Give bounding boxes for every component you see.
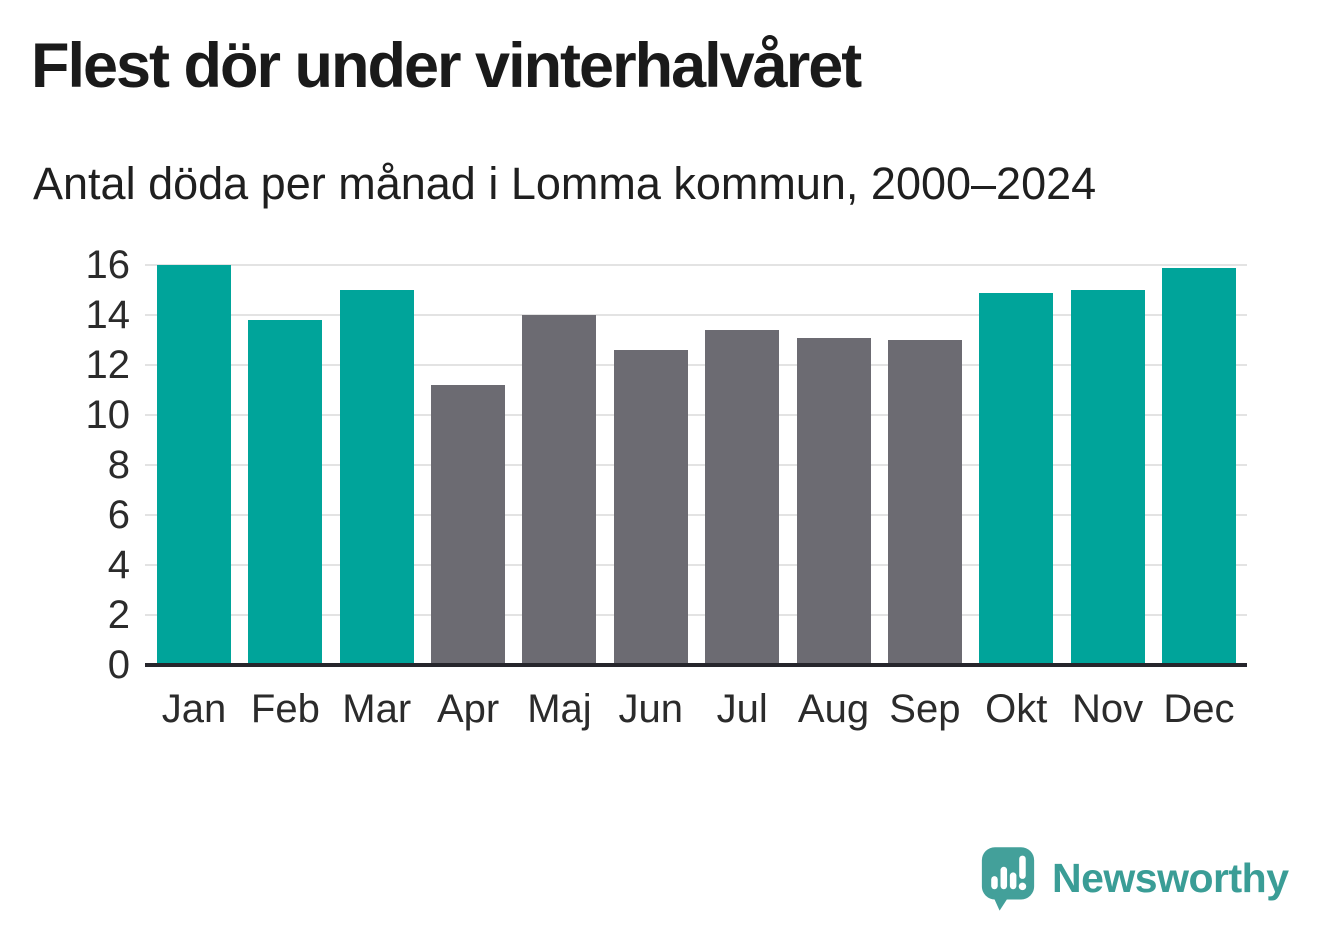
x-tick-label-apr: Apr (436, 687, 500, 731)
bar-feb (248, 320, 323, 665)
bar-jun (613, 350, 688, 665)
x-tick-label-jun: Jun (618, 687, 684, 731)
gridline-y-2 (145, 614, 1247, 616)
chart-subtitle: Antal döda per månad i Lomma kommun, 200… (33, 158, 1097, 209)
x-tick-label-mar: Mar (342, 687, 412, 731)
gridline-y-10 (145, 414, 1247, 416)
y-tick-label-6: 6 (107, 493, 130, 537)
x-tick-label-aug: Aug (797, 687, 870, 731)
y-tick-label-12: 12 (85, 343, 131, 387)
bar-sep (887, 340, 962, 665)
bar-jan (157, 265, 231, 665)
y-tick-label-0: 0 (107, 643, 130, 687)
x-tick-label-jan: Jan (161, 687, 227, 731)
y-tick-label-16: 16 (85, 243, 131, 287)
x-axis-line (145, 663, 1247, 667)
gridline-y-12 (145, 364, 1247, 366)
gridline-y-14 (145, 314, 1247, 316)
bar-dec (1161, 267, 1236, 665)
bar-okt (979, 292, 1054, 665)
chart-title: Flest dör under vinterhalvåret (31, 31, 862, 101)
bar-aug (796, 337, 871, 665)
y-tick-label-14: 14 (85, 293, 131, 337)
bar-chart-plot-area: 0 2 4 6 8 10 12 14 16 Jan Feb Mar Apr Maj Jun Jul Aug Se… (86, 245, 1247, 729)
newsworthy-logo: Newsworthy (980, 845, 1289, 911)
y-tick-label-8: 8 (107, 443, 130, 487)
gridline-y-4 (145, 564, 1247, 566)
x-tick-label-maj: Maj (527, 687, 592, 731)
gridline-y-16 (145, 264, 1247, 266)
gridline-y-8 (145, 464, 1247, 466)
y-tick-label-10: 10 (85, 393, 131, 437)
x-tick-label-sep: Sep (889, 687, 961, 731)
newsworthy-logo-text: Newsworthy (1052, 854, 1289, 901)
bar-mar (339, 290, 414, 665)
x-tick-label-jul: Jul (716, 687, 768, 731)
bar-nov (1070, 290, 1145, 665)
bar-apr (431, 385, 506, 665)
bar-maj (522, 315, 597, 665)
x-tick-label-nov: Nov (1072, 687, 1144, 731)
bar-jul (705, 330, 780, 665)
gridline-y-6 (145, 514, 1247, 516)
x-tick-label-feb: Feb (250, 687, 320, 731)
y-tick-label-2: 2 (107, 593, 130, 637)
newsworthy-bubble-chart-icon (981, 847, 1035, 911)
x-tick-label-okt: Okt (985, 687, 1048, 731)
x-tick-label-dec: Dec (1163, 687, 1235, 731)
y-tick-label-4: 4 (107, 543, 130, 587)
